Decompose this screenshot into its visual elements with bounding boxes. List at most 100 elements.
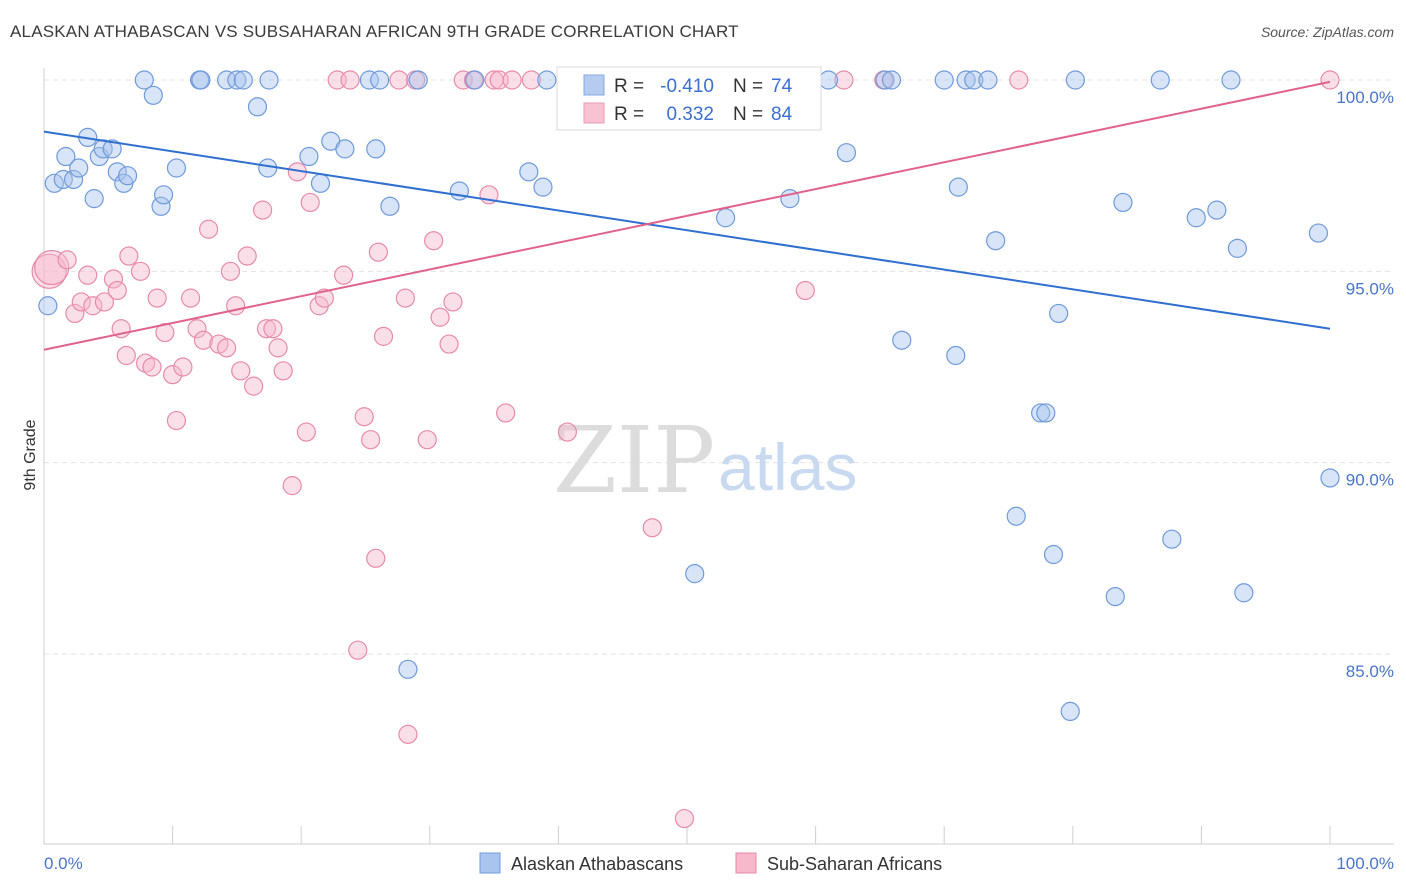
data-point-blue	[519, 162, 539, 182]
data-point-blue	[258, 158, 278, 178]
data-point-blue	[299, 146, 319, 167]
data-point-pink	[142, 357, 162, 377]
data-point-pink	[395, 288, 415, 308]
data-point-pink	[282, 476, 302, 496]
data-point-blue	[63, 169, 84, 190]
stats-n-label-pink: N =	[733, 104, 763, 125]
legend-label-blue: Alaskan Athabascans	[511, 854, 683, 874]
y-tick-label: 100.0%	[1336, 88, 1394, 107]
stats-r-label-pink: R =	[614, 104, 644, 125]
data-point-pink	[453, 70, 473, 90]
data-point-blue	[715, 208, 736, 228]
trend-lines	[43, 80, 1331, 351]
data-point-blue	[335, 139, 355, 159]
data-point-pink	[334, 265, 354, 285]
data-point-pink	[34, 249, 70, 286]
data-point-pink	[237, 246, 257, 266]
trend-line-pink	[43, 80, 1331, 351]
data-point-blue	[537, 70, 557, 90]
data-point-pink	[187, 319, 207, 339]
data-point-blue	[1162, 529, 1182, 549]
data-point-blue	[107, 162, 127, 182]
data-point-pink	[65, 303, 85, 324]
data-point-blue	[1207, 200, 1227, 220]
data-point-pink	[521, 70, 541, 90]
data-point-pink	[181, 288, 201, 308]
data-point-pink	[496, 403, 516, 423]
data-point-pink	[354, 407, 374, 427]
data-point-blue	[1105, 586, 1125, 607]
data-point-blue	[380, 196, 400, 216]
stats-n-value-blue: 74	[771, 76, 793, 97]
data-point-blue	[1221, 70, 1241, 90]
data-point-blue	[151, 196, 171, 216]
data-point-blue	[948, 177, 968, 197]
data-point-blue	[946, 345, 966, 366]
data-point-blue	[1320, 468, 1340, 488]
data-point-pink	[220, 261, 241, 281]
y-tick-labels: 100.0% 95.0% 90.0% 85.0%	[1336, 88, 1394, 681]
data-point-pink	[424, 231, 444, 251]
stats-r-value-pink: 0.332	[666, 104, 714, 125]
data-point-pink	[300, 192, 320, 213]
data-point-blue	[1036, 403, 1056, 423]
data-point-blue	[1234, 583, 1254, 603]
data-point-pink	[557, 422, 578, 442]
data-point-blue	[366, 139, 386, 159]
data-point-pink	[366, 548, 386, 568]
data-point-blue	[1006, 506, 1026, 526]
data-point-pink	[244, 376, 264, 396]
stats-r-value-blue: -0.410	[660, 76, 714, 97]
data-point-pink	[340, 70, 360, 90]
trend-line-blue	[43, 130, 1331, 330]
data-point-pink	[389, 70, 409, 90]
watermark-zip: ZIP	[553, 407, 715, 514]
data-point-blue	[685, 564, 705, 584]
data-point-blue	[310, 173, 331, 193]
data-point-pink	[348, 640, 368, 660]
x-tick-label-min: 0.0%	[44, 854, 83, 873]
y-tick-label: 90.0%	[1346, 471, 1394, 490]
data-point-blue	[359, 70, 379, 90]
axes	[43, 68, 1394, 845]
legend: Alaskan Athabascans Sub-Saharan Africans	[479, 852, 942, 874]
data-point-pink	[217, 338, 237, 358]
data-point-blue	[836, 143, 857, 163]
data-point-blue	[1060, 701, 1080, 722]
data-point-blue	[533, 177, 553, 197]
data-point-blue	[370, 70, 390, 90]
data-point-blue	[1186, 208, 1206, 228]
data-point-pink	[1009, 70, 1029, 90]
data-point-blue	[56, 146, 76, 167]
data-point-pink	[94, 292, 115, 312]
data-point-blue	[978, 70, 998, 90]
data-point-pink	[268, 338, 288, 358]
data-point-blue	[166, 158, 187, 178]
data-point-pink	[273, 361, 293, 381]
data-point-blue	[408, 70, 428, 90]
data-point-blue	[233, 70, 253, 90]
stats-r-label-blue: R =	[614, 76, 644, 97]
data-point-pink	[253, 200, 273, 220]
data-point-pink	[231, 361, 251, 381]
data-point-blue	[84, 189, 104, 209]
data-point-blue	[117, 166, 138, 186]
data-point-blue	[217, 70, 237, 90]
data-point-pink	[199, 219, 219, 239]
data-point-blue	[398, 659, 418, 679]
data-point-blue	[69, 158, 89, 178]
data-point-pink	[83, 296, 103, 316]
legend-swatch-pink	[735, 852, 757, 874]
data-point-blue	[892, 330, 912, 350]
data-point-pink	[398, 724, 418, 744]
stats-swatch-pink	[583, 102, 605, 124]
data-point-pink	[417, 430, 437, 450]
series-alaskan-athabascans	[38, 70, 1340, 722]
data-point-pink	[263, 319, 283, 339]
source-credit: Source: ZipAtlas.com	[1260, 24, 1394, 40]
data-point-pink	[71, 292, 91, 312]
data-point-pink	[107, 280, 127, 301]
stats-swatch-blue	[583, 74, 605, 96]
data-point-pink	[642, 518, 662, 538]
